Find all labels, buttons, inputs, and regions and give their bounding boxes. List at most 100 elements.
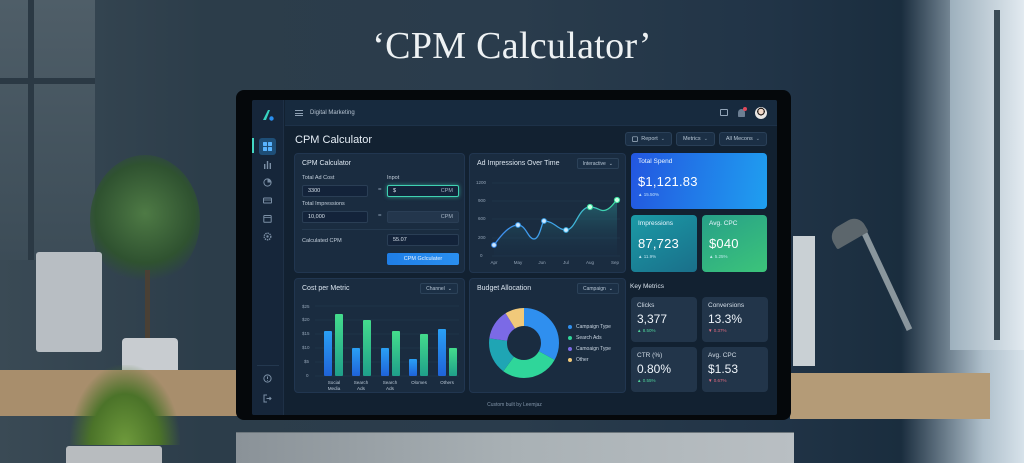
sidebar-item-settings[interactable]	[259, 228, 276, 245]
cpm-calculate-button[interactable]: CPM Gclculater	[387, 253, 459, 265]
svg-text:$5: $5	[304, 359, 310, 364]
sidebar-item-calendar[interactable]	[259, 210, 276, 227]
bell-icon[interactable]	[738, 106, 747, 117]
svg-text:200: 200	[478, 235, 486, 240]
sidebar-item-billing[interactable]	[259, 192, 276, 209]
total-ad-cost-input[interactable]: 3300	[302, 185, 368, 197]
total-spend-value: $1,121.83	[638, 174, 698, 189]
sidebar	[252, 100, 284, 415]
svg-text:Search: Search	[383, 380, 398, 385]
chevron-down-icon: ⌄	[447, 285, 452, 292]
cpm-input[interactable]: $ CPM	[387, 185, 459, 197]
chevron-down-icon: ⌄	[703, 136, 708, 142]
conversions-metric: Conversions 13.3% ▼ 0.37%	[702, 297, 768, 342]
total-spend-card: Total Spend $1,121.83 ▲ 15.50%	[631, 153, 767, 209]
wallet-icon	[263, 197, 272, 204]
total-spend-delta: ▲ 15.50%	[638, 192, 659, 197]
sidebar-item-dashboard[interactable]	[259, 138, 276, 155]
cost-per-metric-card: Cost per Metric Channel ⌄ $25 $20 $15 $10 $5 0	[294, 278, 465, 393]
metric-label: Clicks	[637, 302, 655, 309]
monitor-stand	[236, 432, 794, 463]
total-spend-label: Total Spend	[638, 158, 673, 165]
avg-cpc-card: Avg. CPC $040 ▲ 5.25%	[702, 215, 767, 272]
dropdown-label: Channel	[426, 285, 445, 292]
legend-dot	[568, 347, 572, 351]
dropdown-label: Campaign	[583, 285, 606, 292]
cpm-input-suffix: CPM	[440, 188, 453, 194]
ad-impressions-card: Ad Impressions Over Time Interactive ⌄ 12…	[469, 153, 626, 273]
svg-text:Others: Others	[440, 380, 454, 385]
pie-chart-icon	[263, 178, 272, 187]
metric-value: $1.53	[708, 362, 739, 376]
message-icon[interactable]	[720, 109, 728, 116]
metric-delta: ▲ 0.55%	[637, 378, 656, 383]
divider	[302, 229, 459, 230]
campaign-dropdown[interactable]: Campaign ⌄	[577, 283, 619, 294]
menu-icon[interactable]	[295, 109, 303, 116]
dashboard-screen: Digital Marketing CPM Calculator Report ⌄…	[252, 100, 777, 415]
total-impressions-input[interactable]: 10,000	[302, 211, 368, 223]
sidebar-item-logout[interactable]	[259, 390, 276, 407]
clicks-metric: Clicks 3,377 ▲ 8.50%	[631, 297, 697, 342]
total-impressions-label: Total Impressions	[302, 201, 345, 207]
topbar: Digital Marketing	[285, 100, 777, 126]
svg-text:$20: $20	[302, 317, 310, 322]
input-label: Inpot	[387, 175, 400, 181]
dropdown-label: Interactive	[582, 160, 606, 167]
sidebar-item-reports[interactable]	[259, 174, 276, 191]
impressions-card: Impressions 87,723 ▲ 11.9%	[631, 215, 697, 272]
metrics-button[interactable]: Metrics ⌄	[675, 132, 715, 146]
svg-text:1200: 1200	[476, 180, 487, 185]
chevron-down-icon: ⌄	[755, 136, 760, 142]
svg-text:Jul: Jul	[563, 260, 569, 265]
all-mecons-button-label: All Mecons	[725, 136, 753, 142]
calendar-icon	[632, 136, 639, 142]
active-indicator	[252, 138, 254, 153]
svg-text:Sep: Sep	[611, 260, 620, 265]
total-ad-cost-value: 3300	[308, 188, 321, 194]
equals-sign: =	[378, 187, 382, 193]
background-window-right	[950, 0, 1024, 350]
impressions-label: Impressions	[638, 220, 674, 227]
card-title: Budget Allocation	[477, 285, 532, 292]
svg-text:0: 0	[480, 253, 483, 258]
report-button-label: Report	[641, 136, 658, 142]
avatar[interactable]	[755, 106, 767, 119]
svg-text:$10: $10	[302, 345, 310, 350]
total-impressions-value: 10,000	[308, 214, 325, 220]
bar-chart-icon	[264, 161, 271, 169]
legend-item: Other	[568, 357, 589, 363]
chevron-down-icon: ⌄	[608, 285, 613, 292]
svg-text:$15: $15	[302, 331, 310, 336]
background-desk-right	[790, 373, 990, 419]
logout-icon	[263, 394, 272, 403]
impressions-delta: ▲ 11.9%	[638, 254, 657, 259]
calculated-cpm-field[interactable]: 55.07	[387, 234, 459, 246]
all-mecons-button[interactable]: All Mecons ⌄	[718, 132, 767, 146]
svg-text:Olomes: Olomes	[411, 380, 428, 385]
total-ad-cost-label: Total Ad Cost	[302, 175, 335, 181]
svg-text:$25: $25	[302, 304, 310, 309]
sidebar-item-help[interactable]	[259, 370, 276, 387]
legend-dot	[568, 358, 572, 362]
avg-cpc-value: $040	[709, 236, 739, 251]
legend-label: Search Ads	[576, 335, 602, 341]
background-lamp	[827, 214, 869, 250]
topbar-title: Digital Marketing	[310, 109, 355, 116]
help-icon	[263, 374, 272, 383]
equals-sign: =	[378, 213, 382, 219]
channel-dropdown[interactable]: Channel ⌄	[420, 283, 458, 294]
report-button[interactable]: Report ⌄	[625, 132, 672, 146]
chevron-down-icon: ⌄	[608, 160, 613, 167]
cpm-output-field[interactable]: CPM	[387, 211, 459, 223]
metric-value: 0.80%	[637, 362, 672, 376]
metric-label: Avg. CPC	[708, 352, 737, 359]
metric-value: 3,377	[637, 312, 668, 326]
legend-item: Search Ads	[568, 335, 602, 341]
interactive-dropdown[interactable]: Interactive ⌄	[576, 158, 619, 169]
settings-icon	[263, 232, 272, 241]
metric-delta: ▼ 0.37%	[708, 328, 727, 333]
sidebar-item-analytics[interactable]	[259, 156, 276, 173]
legend-item: Campaign Type	[568, 324, 611, 330]
legend-label: Camoaign Type	[576, 346, 611, 352]
